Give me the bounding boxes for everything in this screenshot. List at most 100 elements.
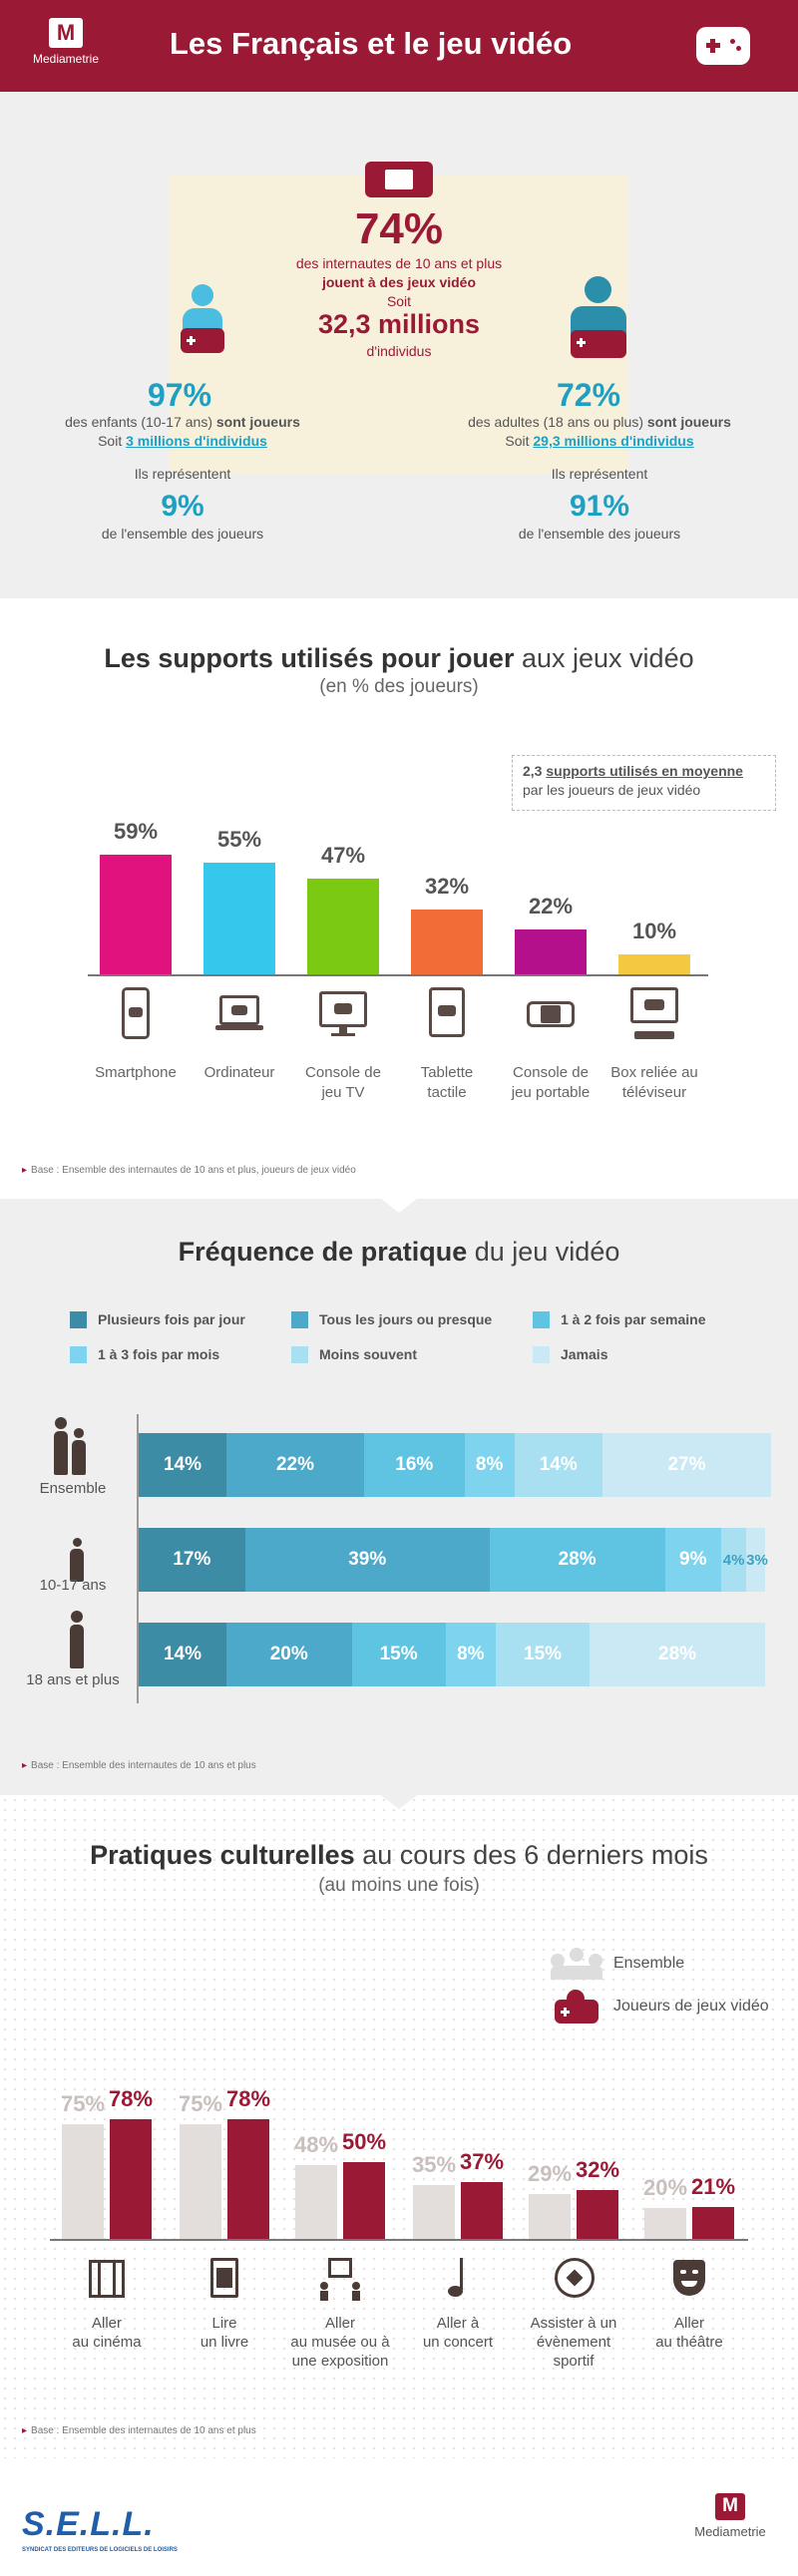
supports-bar — [203, 863, 275, 974]
culture-category-label: Lire un livre — [200, 2315, 249, 2351]
main-soit: Soit — [386, 293, 412, 309]
kids-line1: des enfants (10-17 ans) sont joueurs — [65, 414, 300, 430]
frequency-legend-swatch — [533, 1346, 550, 1363]
overview-backdrop — [170, 175, 628, 474]
culture-base-note: Base : Ensemble des internautes de 10 an… — [22, 2425, 256, 2436]
group-people-icon — [50, 1409, 96, 1475]
frequency-segment: 27% — [601, 1433, 772, 1497]
music-note-icon — [436, 2256, 480, 2302]
frequency-legend-label: Plusieurs fois par jour — [98, 1311, 245, 1327]
adults-percentage: 72% — [557, 377, 621, 413]
frequency-group-label: 18 ans et plus — [26, 1671, 120, 1688]
frequency-group-label: Ensemble — [39, 1480, 107, 1497]
culture-bar-value: 78% — [225, 2086, 271, 2111]
frequency-segment: 15% — [351, 1623, 446, 1686]
culture-bar — [413, 2185, 455, 2239]
supports-bar-value: 22% — [528, 894, 574, 920]
supports-note: 2,3 supports utilisés en moyenne par les … — [512, 755, 776, 811]
frequency-segment: 22% — [225, 1433, 365, 1497]
footer-mediametrie-logo: Mediametrie — [690, 2493, 770, 2539]
kids-share: 9% — [161, 490, 204, 523]
frequency-segment: 14% — [514, 1433, 602, 1497]
frequency-legend-swatch — [70, 1311, 87, 1328]
culture-bar — [343, 2162, 385, 2239]
culture-category-label: Assister à un évènement sportif — [530, 2315, 617, 2370]
culture-title: Pratiques culturelles au cours des 6 der… — [90, 1840, 708, 1870]
culture-bar — [529, 2194, 571, 2239]
supports-bar — [515, 929, 587, 974]
frequency-segment-label: 14% — [163, 1644, 201, 1664]
tv-console-icon — [319, 987, 367, 1043]
tablet-icon — [423, 987, 471, 1043]
kids-represent: Ils représentent — [134, 466, 231, 482]
frequency-segment: 20% — [225, 1623, 352, 1686]
frequency-segment-label: 15% — [524, 1644, 563, 1664]
footer-brand: Mediametrie — [694, 2524, 766, 2539]
kids-percentage: 97% — [148, 377, 212, 413]
supports-category-label: Box reliée au téléviseur — [610, 1064, 698, 1101]
gamers-legend-icon — [555, 1990, 598, 2024]
culture-bar-value: 50% — [341, 2129, 387, 2155]
frequency-segment: 15% — [495, 1623, 591, 1686]
culture-category-label: Aller au théâtre — [655, 2315, 723, 2351]
main-millions: 32,3 millions — [317, 309, 481, 339]
culture-bar — [295, 2165, 337, 2239]
frequency-legend-label: Moins souvent — [319, 1346, 418, 1362]
frequency-legend-label: 1 à 2 fois par semaine — [561, 1311, 706, 1327]
supports-bar-value: 47% — [320, 843, 366, 869]
frequency-segment-label: 28% — [558, 1549, 597, 1570]
culture-category-label: Aller au musée ou à une exposition — [290, 2315, 390, 2370]
culture-category-label: Aller à un concert — [422, 2315, 494, 2351]
mediametrie-logo: Mediametrie — [30, 18, 102, 66]
adults-line2: Soit 29,3 millions d'individus — [505, 433, 694, 449]
frequency-legend-label: 1 à 3 fois par mois — [98, 1346, 220, 1362]
frequency-legend-label: Jamais — [561, 1346, 608, 1362]
legend-ensemble: Ensemble — [613, 1955, 685, 1972]
frequency-segment-label: 14% — [539, 1454, 578, 1475]
football-icon — [552, 2256, 596, 2302]
frequency-segment: 3% — [746, 1528, 768, 1592]
main-line2: jouent à des jeux vidéo — [321, 274, 477, 290]
frequency-section — [0, 1199, 798, 1795]
page-title: Les Français et le jeu vidéo — [170, 26, 573, 61]
frequency-segment: 28% — [489, 1528, 665, 1592]
supports-bar — [100, 855, 172, 974]
supports-bar-value: 32% — [424, 873, 470, 899]
frequency-segment-label: 15% — [379, 1644, 418, 1664]
frequency-segment: 4% — [721, 1528, 747, 1592]
frequency-segment-label: 20% — [269, 1644, 308, 1664]
culture-bar-value: 75% — [60, 2090, 106, 2116]
frequency-legend-label: Tous les jours ou presque — [319, 1311, 493, 1327]
frequency-segment: 14% — [139, 1623, 226, 1686]
frequency-segment: 28% — [590, 1623, 765, 1686]
adults-share: 91% — [569, 490, 630, 523]
culture-bar — [180, 2123, 221, 2239]
frequency-base-note: Base : Ensemble des internautes de 10 an… — [22, 1760, 256, 1771]
frequency-segment: 8% — [445, 1623, 496, 1686]
frequency-segment-label: 8% — [475, 1454, 504, 1475]
book-icon — [202, 2256, 246, 2302]
supports-category-label: Smartphone — [95, 1064, 177, 1081]
smartphone-icon — [112, 987, 160, 1043]
gamepad-icon — [696, 27, 750, 65]
main-percentage: 74% — [354, 204, 444, 253]
supports-category-label: Console de jeu portable — [511, 1064, 591, 1101]
culture-category-label: Aller au cinéma — [72, 2315, 142, 2351]
film-icon — [85, 2256, 129, 2302]
header — [0, 0, 798, 92]
supports-axis — [88, 974, 708, 976]
culture-bar-value: 29% — [527, 2161, 573, 2187]
child-person-icon — [60, 1516, 106, 1582]
handheld-console-icon — [527, 987, 575, 1043]
supports-bar-value: 10% — [631, 918, 677, 943]
sell-logo: S.E.L.L. — [22, 2505, 155, 2543]
frequency-segment-label: 16% — [395, 1454, 434, 1475]
main-line1: des internautes de 10 ans et plus — [295, 255, 503, 271]
adults-represent: Ils représentent — [551, 466, 648, 482]
frequency-segment: 39% — [244, 1528, 490, 1592]
tv-box-icon — [630, 987, 678, 1043]
museum-icon — [318, 2256, 362, 2302]
culture-subtitle: (au moins une fois) — [318, 1875, 480, 1896]
handheld-console-icon — [365, 162, 433, 197]
theater-mask-icon — [667, 2256, 711, 2302]
